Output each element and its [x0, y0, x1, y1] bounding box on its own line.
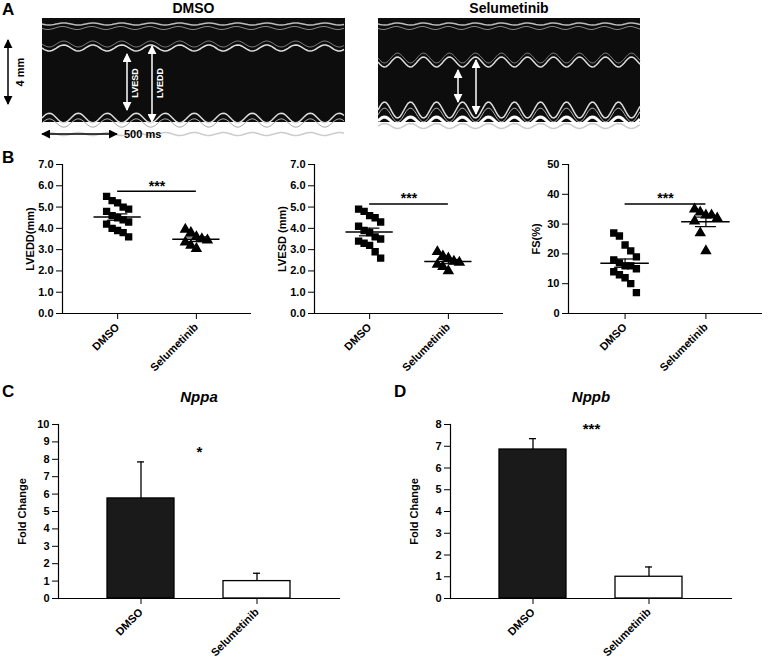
svg-text:DMSO: DMSO: [90, 320, 122, 352]
svg-text:0.0: 0.0: [38, 307, 53, 319]
svg-text:Fold Change: Fold Change: [16, 478, 28, 545]
svg-text:1: 1: [435, 570, 441, 582]
svg-text:1.0: 1.0: [290, 286, 305, 298]
svg-text:2: 2: [435, 549, 441, 561]
html-text:Nppb: Nppb: [571, 388, 611, 405]
svg-text:0.0: 0.0: [290, 307, 305, 319]
svg-text:4.0: 4.0: [290, 222, 305, 234]
svg-text:2: 2: [43, 557, 49, 569]
svg-text:6: 6: [435, 462, 441, 474]
svg-text:5.0: 5.0: [38, 201, 53, 213]
svg-text:5: 5: [43, 505, 49, 517]
html-text:C: C: [2, 382, 15, 401]
svg-text:Selumetinib: Selumetinib: [400, 321, 453, 374]
svg-text:6.0: 6.0: [38, 179, 53, 191]
svg-text:DMSO: DMSO: [113, 605, 145, 637]
svg-text:4 mm: 4 mm: [14, 57, 26, 86]
svg-text:30: 30: [547, 218, 559, 230]
svg-text:7.0: 7.0: [290, 158, 305, 170]
svg-text:10: 10: [37, 418, 49, 430]
svg-text:2.0: 2.0: [290, 264, 305, 276]
svg-text:DMSO: DMSO: [505, 605, 537, 637]
svg-text:Selumetinib: Selumetinib: [657, 321, 710, 374]
svg-text:***: ***: [583, 420, 601, 437]
svg-text:2.0: 2.0: [38, 264, 53, 276]
svg-text:0: 0: [435, 592, 441, 604]
svg-text:500 ms: 500 ms: [124, 128, 161, 140]
svg-text:***: ***: [657, 190, 674, 206]
svg-text:LVEDD(mm): LVEDD(mm): [24, 207, 36, 271]
svg-text:4: 4: [435, 505, 442, 517]
svg-text:1: 1: [43, 575, 49, 587]
svg-text:LVESD (mm): LVESD (mm): [276, 206, 288, 272]
svg-text:3.0: 3.0: [38, 243, 53, 255]
svg-text:LVEDD: LVEDD: [155, 68, 165, 98]
svg-text:Selumetinib: Selumetinib: [208, 606, 261, 659]
svg-text:Selumetinib: Selumetinib: [600, 606, 653, 659]
svg-text:4: 4: [43, 522, 50, 534]
html-text:Nppa: Nppa: [180, 388, 218, 405]
svg-text:40: 40: [547, 188, 559, 200]
svg-text:4.0: 4.0: [38, 222, 53, 234]
svg-text:6: 6: [43, 488, 49, 500]
svg-text:***: ***: [149, 178, 166, 194]
svg-text:FS(%): FS(%): [530, 223, 542, 255]
svg-text:Selumetinib: Selumetinib: [469, 0, 548, 16]
svg-text:8: 8: [43, 453, 49, 465]
html-text:D: D: [394, 382, 407, 401]
svg-text:LVESD: LVESD: [130, 68, 140, 98]
svg-text:7: 7: [435, 440, 441, 452]
svg-text:3: 3: [43, 540, 49, 552]
svg-text:8: 8: [435, 418, 441, 430]
svg-text:7.0: 7.0: [38, 158, 53, 170]
svg-text:0: 0: [43, 592, 49, 604]
html-text:B: B: [2, 148, 15, 167]
svg-text:9: 9: [43, 435, 49, 447]
svg-text:Selumetinib: Selumetinib: [148, 321, 201, 374]
svg-text:DMSO: DMSO: [173, 0, 215, 16]
svg-text:3: 3: [435, 527, 441, 539]
svg-text:10: 10: [547, 277, 559, 289]
svg-text:50: 50: [547, 158, 559, 170]
svg-text:0: 0: [553, 307, 559, 319]
svg-text:DMSO: DMSO: [597, 320, 629, 352]
svg-text:Fold Change: Fold Change: [408, 478, 420, 545]
svg-text:20: 20: [547, 247, 559, 259]
svg-text:5.0: 5.0: [290, 201, 305, 213]
svg-text:*: *: [197, 443, 203, 460]
html-text:A: A: [2, 0, 15, 19]
svg-text:1.0: 1.0: [38, 286, 53, 298]
svg-text:5: 5: [435, 483, 441, 495]
svg-text:3.0: 3.0: [290, 243, 305, 255]
svg-text:7: 7: [43, 470, 49, 482]
svg-text:6.0: 6.0: [290, 179, 305, 191]
svg-text:DMSO: DMSO: [342, 320, 374, 352]
svg-text:***: ***: [401, 190, 418, 206]
